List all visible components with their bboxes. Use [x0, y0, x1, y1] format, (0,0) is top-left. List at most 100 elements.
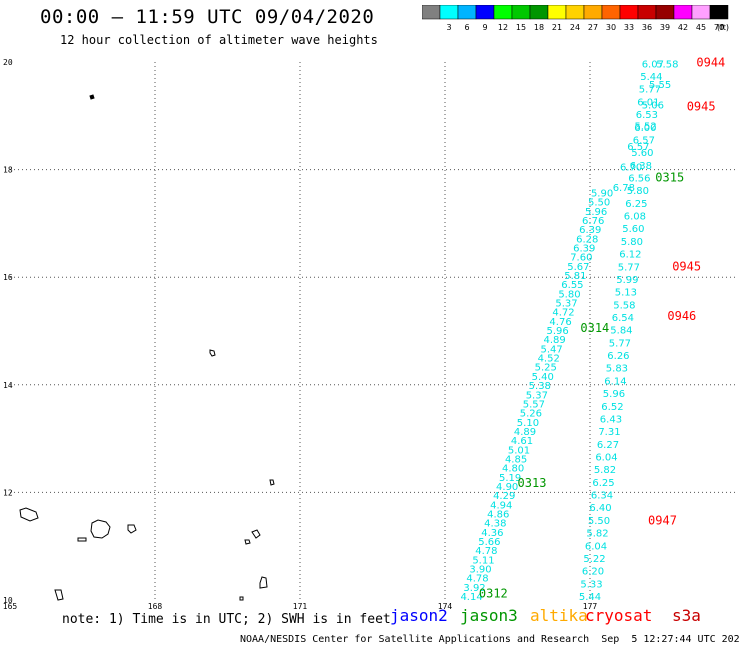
wave-height-value: 4.36	[481, 528, 503, 539]
wave-height-value: 4.89	[514, 427, 536, 438]
wave-height-value: 5.25	[535, 363, 557, 374]
wave-height-value: 4.94	[490, 500, 512, 511]
x-tick-label: 174	[438, 602, 453, 611]
land-outlines	[19, 94, 275, 601]
grid-lines	[10, 62, 735, 600]
wave-height-value: 5.60	[622, 224, 644, 235]
wave-height-value: 5.99	[616, 275, 638, 286]
wave-height-value: 5.77	[639, 85, 661, 96]
wave-height-value: 3.90	[469, 564, 491, 575]
pass-time-label: 0945	[687, 99, 716, 113]
legend-label: 45	[696, 23, 706, 32]
satellite-legend-cryosat: cryosat	[585, 606, 653, 625]
wave-height-value: 5.01	[508, 445, 530, 456]
satellite-legend-altika: altika	[530, 606, 588, 625]
wave-height-value: 6.39	[579, 225, 601, 236]
wave-height-value: 5.83	[606, 364, 628, 375]
wave-height-value: 6.38	[630, 161, 652, 172]
wave-height-value: 5.13	[615, 288, 637, 299]
legend-swatch	[457, 5, 477, 20]
legend-label: 6	[464, 23, 469, 32]
wave-height-value: 5.84	[610, 326, 632, 337]
wave-height-value: 6.70	[620, 162, 642, 173]
legend-label: 3	[446, 23, 451, 32]
satellite-legend-s3a: s3a	[672, 606, 701, 625]
legend-swatch	[493, 5, 513, 20]
wave-height-value: 6.07	[642, 59, 664, 70]
wave-height-value: 6.43	[600, 414, 622, 425]
wave-height-value: 5.38	[529, 381, 551, 392]
wave-height-value: 6.39	[573, 244, 595, 255]
legend-swatch	[655, 5, 675, 20]
wave-height-value: 4.80	[502, 464, 524, 475]
axis-tick-labels: 165 168 171 174 177 10 12 14 16 18 20	[3, 58, 598, 611]
wave-height-value: 5.82	[594, 465, 616, 476]
wave-height-value: 5.37	[555, 299, 577, 310]
wave-height-value: 5.22	[583, 554, 605, 565]
wave-height-value: 5.82	[586, 529, 608, 540]
wave-height-value: 6.27	[597, 440, 619, 451]
wave-height-value: 6.56	[628, 174, 650, 185]
island-outline	[127, 524, 137, 534]
wave-height-value: 5.67	[567, 262, 589, 273]
wave-height-value: 5.90	[591, 189, 613, 200]
legend-label: 24	[570, 23, 580, 32]
x-tick-label: 165	[3, 602, 18, 611]
legend-label: 39	[660, 23, 670, 32]
wave-height-value: 6.78	[613, 183, 635, 194]
wave-height-value: 6.00	[634, 123, 656, 134]
wave-height-value: 6.54	[612, 313, 634, 324]
wave-height-value: 4.85	[505, 454, 527, 465]
legend-label: 18	[534, 23, 544, 32]
y-tick-label: 14	[3, 381, 13, 390]
island-outline	[77, 537, 87, 542]
pass-time-label: 0946	[667, 309, 696, 323]
wave-height-value: 5.47	[541, 344, 563, 355]
wave-height-value: 6.34	[591, 491, 613, 502]
wave-height-value: 5.96	[585, 207, 607, 218]
legend-swatch	[529, 5, 549, 20]
wave-height-value: 5.50	[588, 516, 610, 527]
legend-label: 30	[606, 23, 616, 32]
satellite-legend-jason2: jason2	[390, 606, 448, 625]
wave-height-value: 6.55	[561, 280, 583, 291]
wave-height-value: 5.44	[579, 592, 601, 603]
wave-height-value: 6.57	[633, 135, 655, 146]
island-outline	[89, 94, 95, 100]
pass-time-label: 0313	[518, 476, 547, 490]
island-outline	[90, 519, 111, 539]
wave-height-value: 6.40	[589, 503, 611, 514]
units-note: note: 1) Time is in UTC; 2) SWH is in fe…	[62, 612, 391, 627]
pass-time-label: 0315	[655, 170, 684, 184]
wave-height-value: 4.76	[549, 317, 571, 328]
wave-height-value: 5.77	[618, 262, 640, 273]
wave-height-value: 6.20	[582, 567, 604, 578]
wave-height-value: 4.78	[466, 574, 488, 585]
wave-height-value: 6.25	[592, 478, 614, 489]
wave-height-values: 4.143.924.783.905.114.785.664.364.384.86…	[460, 59, 678, 603]
island-outline	[54, 589, 64, 601]
satellite-legend-jason3: jason3	[460, 606, 518, 625]
wave-height-value: 5.33	[580, 579, 602, 590]
wave-height-value: 5.80	[621, 237, 643, 248]
wave-height-value: 6.04	[585, 541, 607, 552]
legend-label: 15	[516, 23, 526, 32]
wave-height-value: 6.04	[595, 453, 617, 464]
legend-swatch	[673, 5, 693, 20]
wave-height-value: 6.53	[636, 110, 658, 121]
legend-swatch	[547, 5, 567, 20]
wave-height-value: 4.78	[475, 546, 497, 557]
wave-height-value: 5.11	[472, 555, 494, 566]
legend-label: 9	[482, 23, 487, 32]
legend-swatch	[583, 5, 603, 20]
legend-swatch	[422, 5, 441, 20]
wave-height-value: 5.80	[627, 186, 649, 197]
wave-height-value: 5.19	[499, 473, 521, 484]
wave-height-value: 5.96	[603, 389, 625, 400]
wave-height-value: 6.26	[607, 351, 629, 362]
wave-height-value: 5.80	[558, 289, 580, 300]
wave-height-value: 5.50	[588, 198, 610, 209]
pass-time-labels: 0312 0313 0314 0315 0947 0946 0945 0945 0944	[479, 55, 725, 600]
legend-label: 36	[642, 23, 652, 32]
